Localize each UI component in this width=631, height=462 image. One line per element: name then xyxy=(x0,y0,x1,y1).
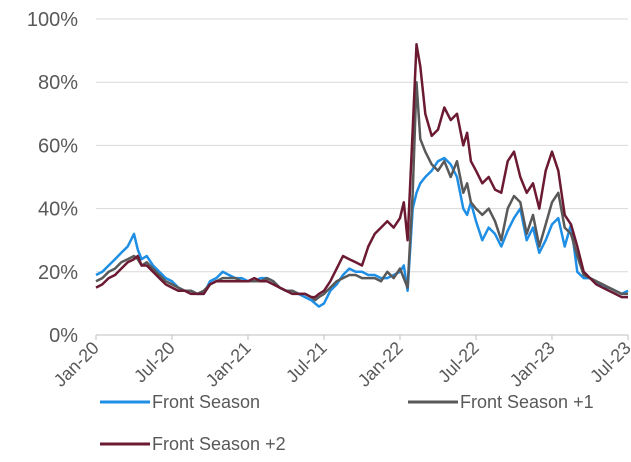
x-tick-label: Jul-23 xyxy=(586,338,631,387)
x-axis-ticks: Jan-20 Jul-20 Jan-21 Jul-21 Jan-22 Jul-22 Jan-… xyxy=(50,335,631,391)
series-line-front-season xyxy=(95,156,629,308)
x-tick-label: Jul-20 xyxy=(130,338,179,387)
x-tick-label: Jan-22 xyxy=(354,338,407,391)
x-tick-label: Jul-22 xyxy=(434,338,483,387)
x-tick-label: Jan-23 xyxy=(506,338,559,391)
y-axis-ticks: 0% 20% 40% 60% 80% 100% xyxy=(27,9,78,347)
x-tick-label: Jan-21 xyxy=(202,338,255,391)
series-line-front-season-1 xyxy=(95,80,628,302)
series-line-front-season-2 xyxy=(95,43,628,299)
y-tick-label: 80% xyxy=(38,72,78,94)
y-tick-label: 0% xyxy=(49,325,78,347)
y-tick-label: 100% xyxy=(27,9,78,31)
series-lines xyxy=(95,43,629,308)
y-tick-label: 40% xyxy=(38,199,78,221)
y-tick-label: 60% xyxy=(38,135,78,157)
x-tick-label: Jul-21 xyxy=(282,338,331,387)
legend: Front Season Front Season +1 Front Season … xyxy=(100,392,594,454)
legend-label: Front Season xyxy=(152,392,260,412)
y-tick-label: 20% xyxy=(38,262,78,284)
legend-label: Front Season +2 xyxy=(152,434,286,454)
legend-label: Front Season +1 xyxy=(460,392,594,412)
